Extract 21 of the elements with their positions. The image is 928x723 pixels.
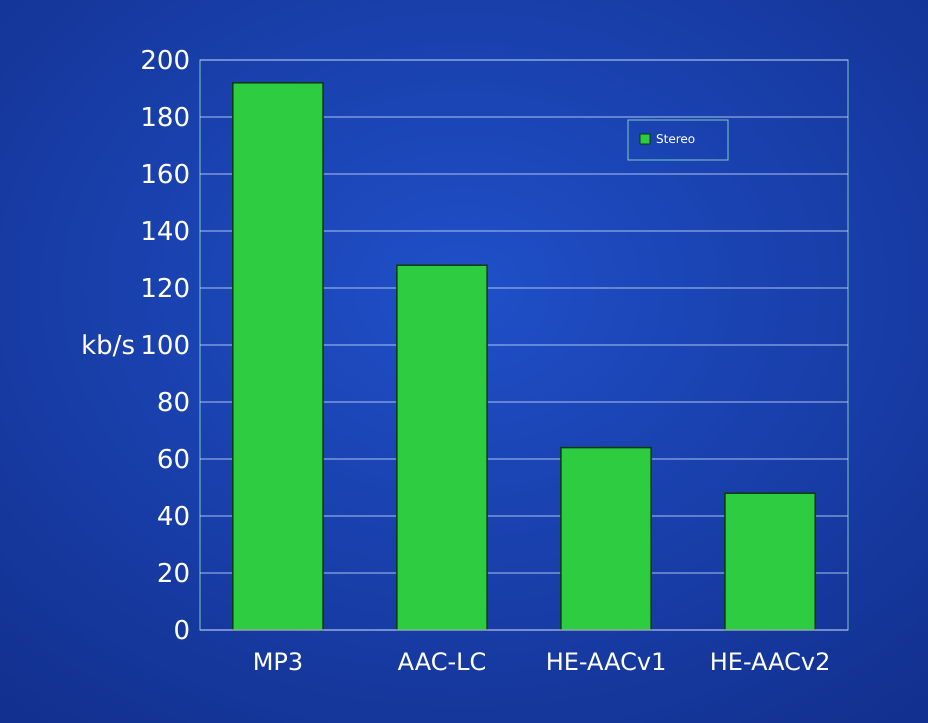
y-tick-label: 20: [156, 559, 190, 590]
bar: [396, 264, 488, 631]
x-tick-label: AAC-LC: [398, 648, 486, 676]
y-axis-title: kb/s: [81, 331, 135, 362]
y-tick-label: 80: [156, 388, 190, 418]
x-tick-label: MP3: [252, 648, 304, 676]
y-tick-label: 100: [140, 331, 190, 362]
bar: [724, 492, 816, 631]
y-tick-label: 200: [140, 46, 190, 76]
y-tick-label: 0: [173, 616, 190, 646]
bar: [560, 446, 652, 631]
y-tick-label: 140: [140, 217, 190, 248]
x-tick-label: HE-AACv1: [546, 648, 666, 676]
bar: [232, 82, 324, 631]
y-tick-label: 40: [156, 502, 190, 532]
y-tick-label: 60: [156, 445, 190, 476]
y-tick-label: 180: [140, 103, 190, 134]
y-tick-label: 160: [140, 160, 190, 190]
y-tick-label: 120: [140, 274, 190, 304]
legend-label: Stereo: [656, 132, 696, 146]
x-tick-label: HE-AACv2: [710, 648, 830, 676]
